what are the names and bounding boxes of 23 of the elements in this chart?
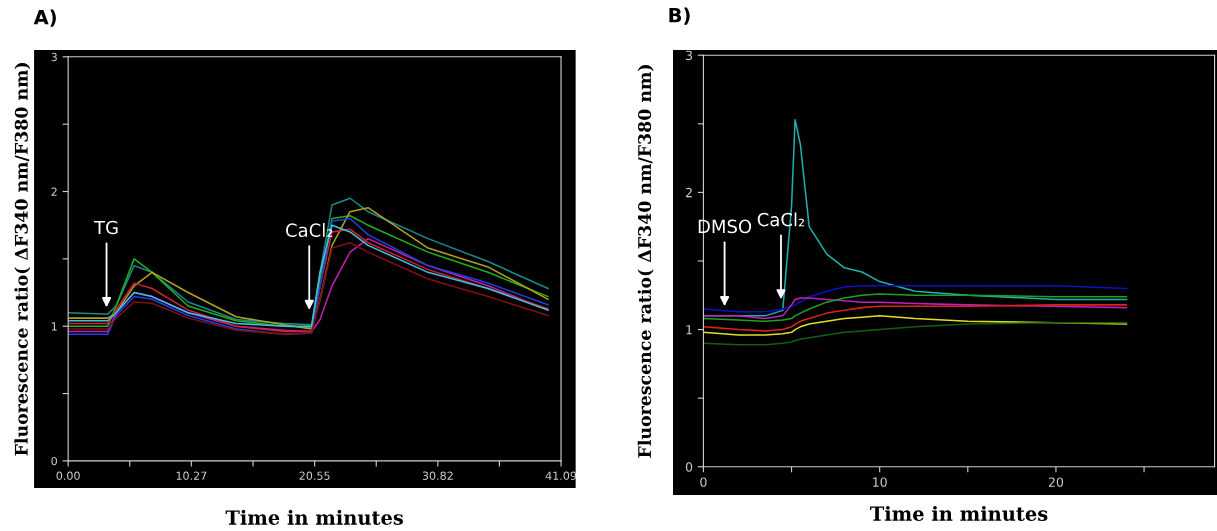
y-tick-label: 1 <box>51 322 57 331</box>
y-tick-label: 2 <box>685 187 692 198</box>
y-tick-label: 2 <box>51 187 57 196</box>
x-tick-label: 10 <box>873 477 887 487</box>
x-tick-label: 0 <box>700 477 707 487</box>
chart-title: A) <box>33 9 56 27</box>
y-axis-title: Fluorescence ratio( ΔF340 nm/F380 nm) <box>14 62 31 456</box>
x-tick-label: 0.00 <box>56 471 80 480</box>
x-tick-label: 41.09 <box>545 471 577 480</box>
x-tick-label: 20 <box>1048 477 1064 487</box>
y-axis-title: Fluorescence ratio( ΔF340 nm/F380 nm) <box>637 65 654 458</box>
y-tick-label: 3 <box>686 50 693 61</box>
y-tick-label: 0 <box>51 456 57 466</box>
y-tick-label: 1 <box>686 325 692 335</box>
annotation: TG <box>93 220 118 235</box>
x-axis-title: Time in minutes <box>225 509 403 525</box>
chart-title: B) <box>669 7 690 25</box>
y-tick-label: 0 <box>685 462 693 472</box>
y-tick-label: 3 <box>51 52 57 62</box>
x-tick-label: 30.82 <box>422 471 453 480</box>
x-axis-title: Time in minutes <box>870 505 1048 521</box>
x-tick-label: 20.55 <box>299 471 330 480</box>
x-tick-label: 10.27 <box>176 471 207 480</box>
